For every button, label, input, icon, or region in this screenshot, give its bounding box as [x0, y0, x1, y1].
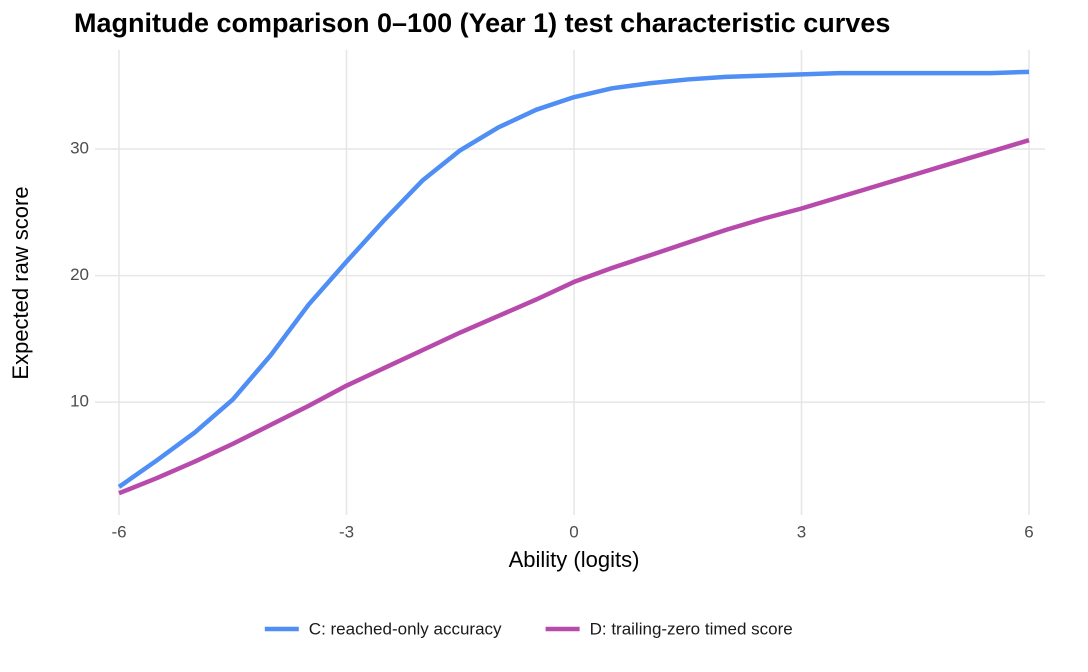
x-tick-label: -6: [111, 522, 126, 541]
series-line: [117, 69, 1030, 489]
y-axis-title: Expected raw score: [8, 186, 33, 379]
y-tick-label: 10: [70, 392, 89, 411]
x-tick-label: 3: [797, 522, 806, 541]
x-tick-label: 0: [569, 522, 578, 541]
chart-title: Magnitude comparison 0–100 (Year 1) test…: [74, 8, 890, 38]
x-axis-title: Ability (logits): [509, 547, 640, 572]
y-tick-label: 20: [70, 265, 89, 284]
x-tick-label: 6: [1024, 522, 1033, 541]
x-tick-label: -3: [339, 522, 354, 541]
y-tick-label: 30: [70, 139, 89, 158]
legend-label: D: trailing-zero timed score: [590, 619, 793, 638]
legend-label: C: reached-only accuracy: [309, 619, 502, 638]
series-line: [118, 138, 1030, 496]
